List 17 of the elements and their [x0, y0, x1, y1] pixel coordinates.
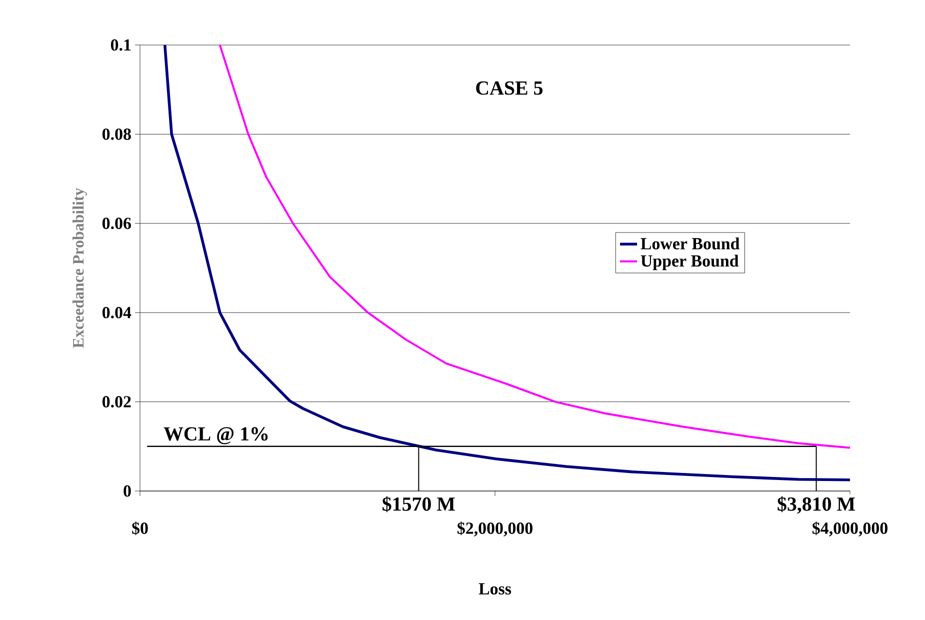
y-tick-label: 0.06 — [102, 218, 131, 230]
ref-line-label: $3,810 M — [778, 496, 855, 514]
x-tick-label: $2,000,000 — [458, 522, 532, 536]
y-tick-label: 0.04 — [102, 306, 132, 318]
y-axis-title: Exceedance Probability — [72, 188, 87, 348]
y-tick-label: 0 — [124, 485, 131, 497]
y-tick-label: 0.1 — [110, 39, 131, 51]
ref-line-label: $1570 M — [382, 496, 455, 512]
x-tick-label: $0 — [132, 522, 148, 536]
ref-line-label: WCL @ 1% — [164, 427, 268, 444]
y-tick-label: 0.02 — [102, 396, 131, 408]
x-axis-title: Loss — [478, 583, 512, 595]
text: CASE 5 — [476, 81, 542, 95]
legend-label: Lower Bound — [640, 238, 740, 250]
y-tick-label: 0.08 — [102, 128, 131, 140]
legend-label: Upper Bound — [640, 254, 739, 270]
x-tick-label: $4,000,000 — [812, 522, 888, 536]
